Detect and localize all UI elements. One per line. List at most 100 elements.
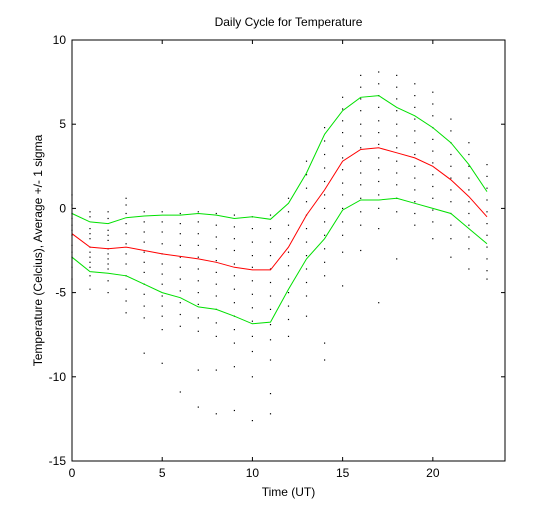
scatter-point: [179, 278, 181, 280]
scatter-point: [305, 315, 308, 317]
scatter-point: [233, 249, 235, 252]
scatter-point: [468, 153, 470, 156]
scatter-point: [269, 268, 272, 270]
scatter-point: [287, 278, 290, 280]
scatter-point: [468, 268, 470, 270]
scatter-point: [143, 211, 145, 213]
scatter-point: [89, 251, 91, 253]
scatter-point: [251, 350, 253, 353]
scatter-point: [342, 285, 344, 287]
scatter-point: [125, 197, 127, 199]
y-tick-label: 10: [53, 33, 67, 47]
scatter-point: [143, 231, 145, 233]
plot-area: [72, 40, 505, 461]
scatter-point: [251, 228, 253, 230]
scatter-point: [125, 300, 127, 302]
scatter-point: [89, 256, 91, 258]
scatter-point: [396, 172, 398, 174]
scatter-point: [342, 120, 344, 122]
scatter-point: [414, 95, 416, 97]
scatter-point: [378, 180, 380, 183]
scatter-point: [450, 130, 452, 132]
scatter-point: [432, 115, 434, 117]
scatter-point: [342, 145, 344, 147]
y-tick-label: 5: [59, 117, 66, 131]
scatter-point: [161, 243, 163, 245]
scatter-point: [233, 275, 235, 277]
scatter-point: [161, 283, 163, 285]
scatter-point: [287, 211, 290, 213]
scatter-point: [251, 320, 253, 322]
scatter-point: [414, 118, 416, 120]
scatter-point: [378, 143, 380, 145]
scatter-point: [251, 376, 253, 378]
scatter-point: [107, 239, 109, 241]
scatter-point: [468, 236, 470, 238]
scatter-point: [125, 204, 127, 206]
scatter-point: [342, 182, 344, 184]
scatter-point: [125, 243, 127, 245]
scatter-point: [468, 224, 470, 226]
scatter-point: [396, 147, 398, 149]
scatter-point: [179, 290, 181, 292]
scatter-point: [396, 74, 398, 76]
scatter-point: [125, 312, 127, 314]
scatter-point: [89, 266, 91, 268]
scatter-point: [89, 211, 91, 213]
scatter-point: [161, 305, 163, 307]
scatter-point: [414, 130, 416, 132]
scatter-point: [414, 153, 416, 156]
scatter-point: [360, 172, 362, 174]
scatter-point: [179, 313, 181, 316]
scatter-point: [269, 339, 272, 341]
scatter-point: [486, 234, 488, 236]
scatter-point: [197, 211, 199, 213]
scatter-point: [342, 251, 344, 253]
scatter-point: [179, 391, 181, 393]
scatter-point: [251, 420, 253, 422]
scatter-point: [251, 255, 253, 257]
scatter-point: [342, 132, 344, 134]
scatter-point: [432, 209, 434, 211]
scatter-point: [450, 153, 452, 156]
scatter-point: [269, 228, 272, 230]
scatter-point: [143, 305, 145, 307]
scatter-point: [360, 224, 362, 226]
scatter-point: [233, 288, 235, 290]
scatter-point: [251, 241, 253, 243]
scatter-point: [197, 280, 199, 282]
scatter-point: [324, 261, 326, 263]
scatter-point: [305, 281, 308, 284]
scatter-point: [486, 164, 488, 166]
scatter-point: [215, 260, 217, 262]
scatter-point: [414, 201, 416, 203]
scatter-point: [287, 265, 290, 267]
scatter-point: [324, 221, 326, 223]
scatter-point: [378, 106, 380, 108]
scatter-point: [324, 275, 326, 277]
scatter-point: [125, 223, 127, 225]
scatter-point: [414, 189, 416, 191]
scatter-point: [197, 369, 199, 371]
scatter-point: [197, 256, 199, 258]
scatter-point: [486, 278, 488, 280]
x-tick-label: 5: [159, 466, 166, 480]
scatter-point: [215, 295, 217, 297]
scatter-point: [251, 335, 253, 337]
scatter-point: [233, 329, 235, 331]
scatter-point: [107, 263, 109, 265]
scatter-point: [324, 342, 326, 344]
scatter-point: [468, 189, 470, 191]
scatter-point: [342, 96, 344, 98]
scatter-point: [89, 228, 91, 230]
scatter-point: [143, 352, 145, 354]
scatter-point: [197, 244, 199, 246]
scatter-point: [342, 157, 344, 159]
scatter-point: [305, 201, 308, 203]
scatter-point: [287, 197, 290, 199]
scatter-point: [125, 253, 127, 255]
scatter-point: [468, 212, 470, 215]
scatter-point: [468, 177, 470, 179]
